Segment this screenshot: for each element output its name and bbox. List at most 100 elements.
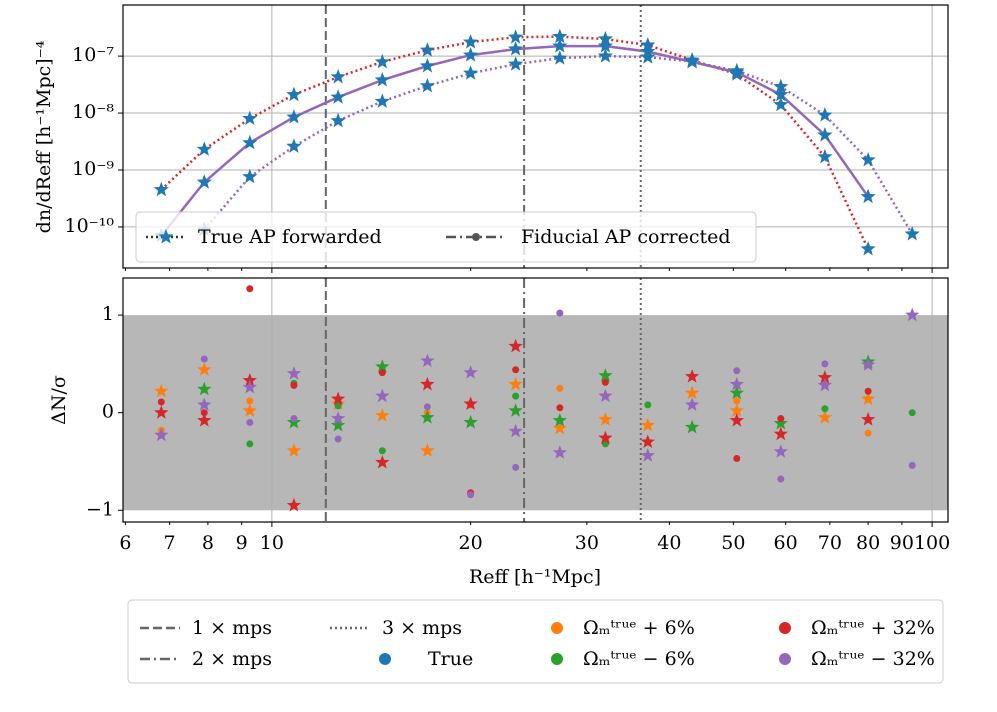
x-tick-label: 9 bbox=[236, 532, 248, 554]
y-tick-label: 0 bbox=[102, 401, 114, 423]
star-marker bbox=[817, 377, 832, 392]
star-marker bbox=[463, 47, 479, 62]
star-marker bbox=[817, 148, 833, 164]
dot-marker bbox=[777, 475, 785, 483]
star-marker bbox=[286, 497, 302, 512]
star-marker bbox=[508, 376, 523, 391]
star-marker bbox=[154, 427, 169, 442]
star-marker bbox=[860, 188, 876, 204]
star-marker bbox=[552, 50, 568, 65]
star-marker bbox=[419, 58, 435, 73]
star-marker bbox=[684, 53, 700, 69]
star-marker bbox=[154, 405, 169, 419]
legend-label: Ωₘᵗʳᵘᵉ + 32% bbox=[811, 617, 935, 639]
star-marker bbox=[904, 226, 920, 241]
star-marker bbox=[597, 38, 613, 53]
star-marker bbox=[773, 86, 789, 102]
y-axis-label: dn/dReff [h⁻¹Mpc]⁻⁴ bbox=[33, 40, 55, 233]
dot-marker bbox=[556, 384, 564, 392]
legend-label: True bbox=[428, 648, 473, 670]
star-marker bbox=[197, 413, 212, 427]
star-marker bbox=[729, 62, 745, 78]
star-marker bbox=[196, 174, 212, 189]
x-tick-label: 10 bbox=[260, 532, 284, 554]
star-marker bbox=[729, 403, 744, 417]
legend-label: Ωₘᵗʳᵘᵉ + 6% bbox=[583, 617, 695, 639]
dot-marker bbox=[200, 355, 208, 363]
dot-marker bbox=[733, 397, 741, 405]
star-marker bbox=[685, 419, 700, 434]
star-marker bbox=[640, 49, 656, 64]
star-marker bbox=[242, 110, 258, 125]
star-marker bbox=[330, 69, 346, 84]
dot-marker bbox=[157, 398, 165, 406]
star-marker bbox=[419, 77, 435, 93]
star-marker bbox=[508, 403, 523, 417]
star-marker bbox=[773, 78, 789, 94]
star-marker bbox=[375, 408, 390, 422]
star-marker bbox=[552, 420, 567, 435]
dot-marker bbox=[246, 418, 254, 426]
star-marker bbox=[374, 72, 390, 87]
star-marker bbox=[374, 93, 390, 108]
dot-marker bbox=[246, 285, 254, 293]
y-tick-label: −1 bbox=[86, 498, 114, 520]
legend-label: True AP forwarded bbox=[198, 226, 382, 248]
star-marker bbox=[420, 353, 435, 367]
star-marker bbox=[331, 417, 346, 432]
legend-label: 1 × mps bbox=[192, 617, 272, 639]
legend-marker bbox=[551, 653, 563, 665]
star-marker bbox=[597, 48, 613, 63]
star-marker bbox=[860, 152, 876, 167]
dot-marker bbox=[246, 397, 254, 405]
dot-marker bbox=[290, 415, 298, 423]
star-marker bbox=[242, 379, 257, 394]
star-marker bbox=[375, 388, 390, 403]
star-marker bbox=[860, 241, 876, 256]
star-marker bbox=[508, 41, 524, 56]
star-marker bbox=[286, 138, 302, 153]
x-tick-label: 80 bbox=[856, 532, 880, 554]
dot-marker bbox=[864, 387, 872, 395]
dot-marker bbox=[908, 461, 916, 469]
star-marker bbox=[685, 385, 700, 400]
dot-marker bbox=[644, 401, 652, 409]
x-tick-label: 20 bbox=[459, 532, 483, 554]
legend-label: 2 × mps bbox=[192, 648, 272, 670]
star-marker bbox=[508, 29, 524, 44]
dot-marker bbox=[512, 366, 520, 374]
star-marker bbox=[685, 369, 700, 383]
legend-marker bbox=[551, 622, 563, 634]
legend-marker bbox=[472, 233, 480, 241]
series-line bbox=[160, 44, 870, 237]
star-marker bbox=[331, 411, 346, 425]
legend-label: Ωₘᵗʳᵘᵉ − 32% bbox=[811, 648, 935, 670]
star-marker bbox=[420, 443, 435, 457]
dot-marker bbox=[334, 435, 342, 443]
legend-marker bbox=[379, 653, 391, 665]
star-marker bbox=[861, 391, 876, 406]
star-marker bbox=[552, 445, 567, 459]
star-marker bbox=[598, 368, 613, 382]
star-marker bbox=[861, 357, 876, 371]
star-marker bbox=[817, 370, 832, 384]
star-marker bbox=[685, 397, 700, 411]
star-marker bbox=[420, 376, 435, 391]
x-axis-label: Reff [h⁻¹Mpc] bbox=[469, 566, 601, 588]
dot-marker bbox=[821, 405, 829, 413]
dot-marker bbox=[821, 360, 829, 368]
x-tick-label: 6 bbox=[119, 532, 131, 554]
star-marker bbox=[508, 338, 523, 353]
x-tick-label: 8 bbox=[202, 532, 214, 554]
star-marker bbox=[420, 410, 435, 424]
star-marker bbox=[463, 414, 478, 429]
y-tick-label: 10⁻¹⁰ bbox=[65, 215, 115, 237]
star-marker bbox=[286, 443, 302, 457]
dot-marker bbox=[200, 409, 208, 417]
star-marker bbox=[463, 365, 478, 379]
star-marker bbox=[640, 434, 655, 448]
star-marker bbox=[773, 415, 788, 430]
star-marker bbox=[374, 53, 390, 69]
star-marker bbox=[375, 359, 390, 373]
